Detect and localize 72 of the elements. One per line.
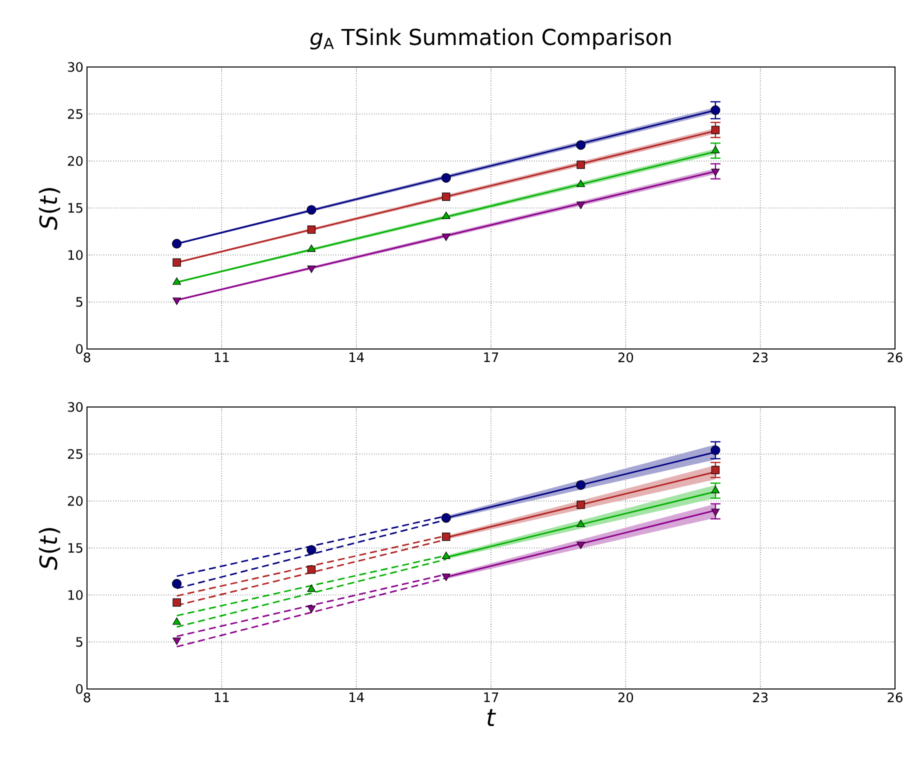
y-tick-label: 0 (76, 684, 83, 694)
y-tick-label: 10 (68, 590, 83, 600)
point (172, 238, 182, 249)
y-tick-label: 25 (68, 109, 82, 119)
x-tick-label: 20 (618, 352, 634, 362)
y-tick-label: 5 (76, 297, 82, 307)
chart-title: g$_{A}$ TSink Summation Comparison (310, 28, 671, 50)
point (710, 105, 720, 116)
point (442, 192, 450, 201)
point (711, 126, 720, 134)
x-tick-label: 17 (484, 352, 498, 362)
point (576, 202, 585, 210)
point (576, 500, 585, 509)
point (442, 234, 450, 241)
point (711, 168, 720, 176)
x-tick-label: 14 (350, 352, 364, 362)
point (710, 445, 720, 456)
point (307, 226, 316, 234)
point (576, 480, 586, 490)
y-tick-label: 0 (76, 344, 83, 354)
x-tick-label: 8 (84, 692, 90, 702)
y-tick-label: 5 (76, 637, 82, 647)
point (576, 160, 585, 169)
y-tick-label: 25 (68, 449, 82, 459)
x-tick-label: 11 (214, 692, 229, 702)
y-tick-label: 10 (68, 250, 83, 260)
point (442, 574, 450, 581)
y-tick-label: 20 (68, 156, 83, 166)
point (307, 606, 316, 613)
y-tick-label: 15 (68, 543, 82, 553)
point (711, 486, 720, 494)
point (711, 146, 720, 154)
point (442, 532, 450, 541)
point (172, 258, 181, 267)
point (172, 277, 181, 285)
point (711, 508, 720, 516)
point (576, 140, 586, 150)
point (306, 545, 316, 555)
y-tick-label: 20 (68, 496, 83, 506)
y-tick-label: 30 (68, 62, 83, 72)
x-tick-label: 8 (84, 352, 90, 362)
point (307, 266, 316, 273)
point (172, 578, 182, 589)
x-tick-label: 20 (618, 692, 634, 702)
point (172, 598, 181, 607)
point (172, 298, 181, 305)
point (172, 617, 181, 625)
x-tick-label: 23 (753, 692, 768, 702)
y-tick-label: 15 (68, 203, 82, 213)
point (172, 638, 181, 645)
point (441, 173, 451, 183)
x-tick-label: 26 (888, 352, 902, 362)
point (711, 466, 720, 474)
x-tick-label: 26 (888, 692, 902, 702)
point (576, 180, 585, 188)
x-tick-label: 14 (350, 692, 364, 702)
point (576, 520, 585, 528)
point (442, 212, 450, 220)
x-axis-title: t (487, 709, 496, 726)
point (306, 205, 316, 215)
y-axis-title: S(t) (38, 188, 60, 230)
x-tick-label: 23 (753, 352, 768, 362)
point (307, 566, 316, 574)
point (441, 513, 451, 523)
point (307, 584, 316, 592)
y-tick-label: 30 (68, 402, 83, 412)
point (442, 552, 450, 560)
y-axis-title: S(t) (38, 528, 60, 570)
point (576, 542, 585, 550)
x-tick-label: 17 (484, 692, 498, 702)
x-tick-label: 11 (214, 352, 229, 362)
point (307, 244, 316, 252)
